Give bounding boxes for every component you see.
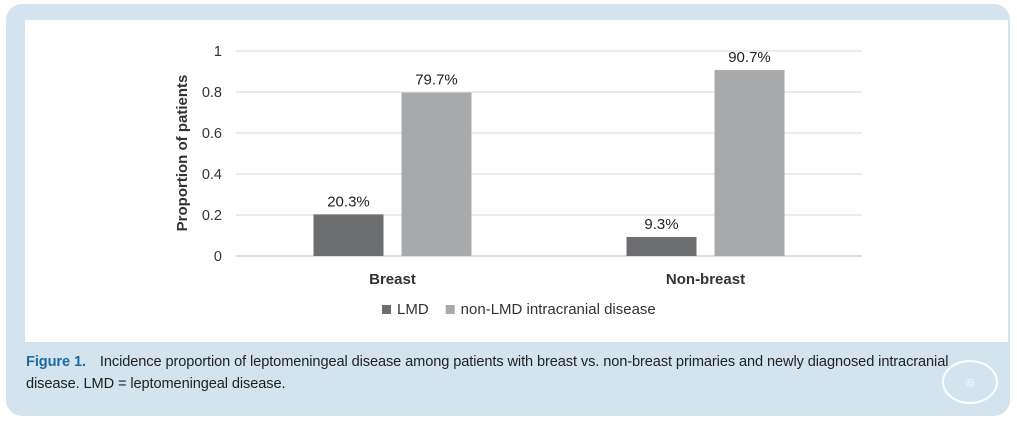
legend-label: non-LMD intracranial disease bbox=[461, 301, 656, 318]
data-label: 20.3% bbox=[327, 193, 370, 210]
y-axis-title: Proportion of patients bbox=[174, 75, 191, 232]
caption-text: Incidence proportion of leptomeningeal d… bbox=[26, 354, 949, 392]
data-label: 90.7% bbox=[728, 49, 771, 66]
figure-box: 0 0.2 0.4 0.6 0.8 1 Proportion of patients 20.3… bbox=[6, 4, 1010, 416]
chart-panel: 0 0.2 0.4 0.6 0.8 1 Proportion of patients 20.3… bbox=[25, 20, 1008, 342]
bar-lmd bbox=[313, 214, 384, 256]
bar-lmd bbox=[626, 236, 697, 256]
legend-swatch bbox=[382, 305, 391, 314]
y-tick-label: 0.2 bbox=[202, 208, 222, 224]
x-tick-label: Non-breast bbox=[666, 271, 745, 288]
bar-chart: 0 0.2 0.4 0.6 0.8 1 Proportion of patients 20.3… bbox=[174, 44, 862, 318]
legend-swatch bbox=[445, 305, 455, 314]
y-tick-label: 0.4 bbox=[202, 167, 222, 183]
bar-non-lmd-intracranial-disease bbox=[401, 92, 472, 257]
figure-caption: Figure 1. Incidence proportion of leptome… bbox=[26, 351, 1001, 395]
y-tick-label: 0 bbox=[214, 249, 222, 265]
x-tick-label: Breast bbox=[369, 271, 416, 288]
data-label: 79.7% bbox=[415, 72, 458, 89]
data-label: 9.3% bbox=[644, 216, 678, 233]
y-tick-label: 0.6 bbox=[202, 126, 222, 142]
bar-non-lmd-intracranial-disease bbox=[714, 70, 785, 256]
y-tick-label: 0.8 bbox=[202, 85, 222, 101]
watermark-logo-icon: ◎ bbox=[942, 360, 998, 404]
legend-label: LMD bbox=[397, 301, 429, 318]
figure-label: Figure 1. bbox=[26, 354, 86, 370]
y-tick-label: 1 bbox=[214, 44, 222, 60]
